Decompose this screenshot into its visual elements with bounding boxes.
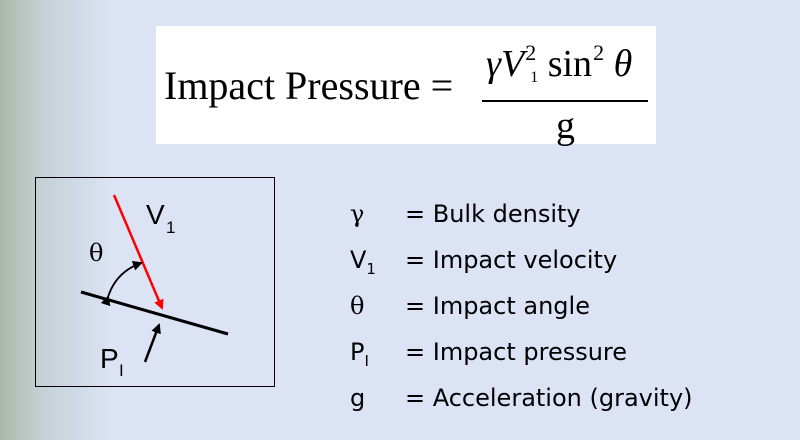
legend-symbol-subscript: 1 <box>366 260 376 278</box>
legend-symbol-subscript: I <box>364 352 369 370</box>
formula-lhs-text: Impact Pressure <box>164 63 421 108</box>
formula-numerator: γV21 sin2 θ <box>486 40 632 87</box>
legend-definition: = Impact velocity <box>405 246 618 274</box>
velocity-label-subscript: 1 <box>166 218 175 237</box>
formula-lhs: Impact Pressure = <box>164 62 453 109</box>
legend-symbol-text: θ <box>350 292 365 320</box>
legend-symbol-text: γ <box>350 200 365 228</box>
formula-fraction-bar <box>482 100 648 102</box>
legend-symbol: g <box>350 384 400 412</box>
pressure-label: P <box>100 343 119 374</box>
legend-symbol-text: V <box>350 246 367 274</box>
pressure-label-subscript: I <box>119 361 124 380</box>
formula-gamma: γ <box>486 43 501 85</box>
legend-definition: = Impact angle <box>405 292 590 320</box>
formula-denominator: g <box>556 105 575 147</box>
impact-surface-line <box>80 290 229 336</box>
legend-symbol: V1 <box>350 246 400 278</box>
formula-velocity-power: 2 <box>525 40 537 65</box>
legend-symbol: PI <box>350 338 400 370</box>
legend-definition: = Acceleration (gravity) <box>405 384 693 412</box>
legend-definition: = Impact pressure <box>405 338 628 366</box>
impact-diagram: V 1 θ P I <box>35 177 275 387</box>
formula-sin-power: 2 <box>593 40 605 65</box>
legend-symbol: θ <box>350 292 400 320</box>
pressure-arrow <box>143 323 161 363</box>
formula-sin: sin <box>547 43 593 85</box>
legend-symbol-text: P <box>350 338 365 366</box>
legend-symbol-text: g <box>350 384 366 412</box>
formula-theta: θ <box>613 43 633 85</box>
formula-velocity: V <box>500 43 525 85</box>
formula-velocity-subscript: 1 <box>530 69 539 86</box>
legend-definition: = Bulk density <box>405 200 581 228</box>
formula-panel: Impact Pressure = γV21 sin2 θ g <box>156 26 656 147</box>
velocity-arrow <box>112 194 164 310</box>
angle-arc <box>100 261 143 307</box>
velocity-label: V <box>146 199 165 230</box>
legend-symbol: γ <box>350 200 400 228</box>
impact-diagram-svg: V 1 θ P I <box>80 194 229 380</box>
angle-label: θ <box>89 239 103 267</box>
formula-equals: = <box>430 63 454 108</box>
